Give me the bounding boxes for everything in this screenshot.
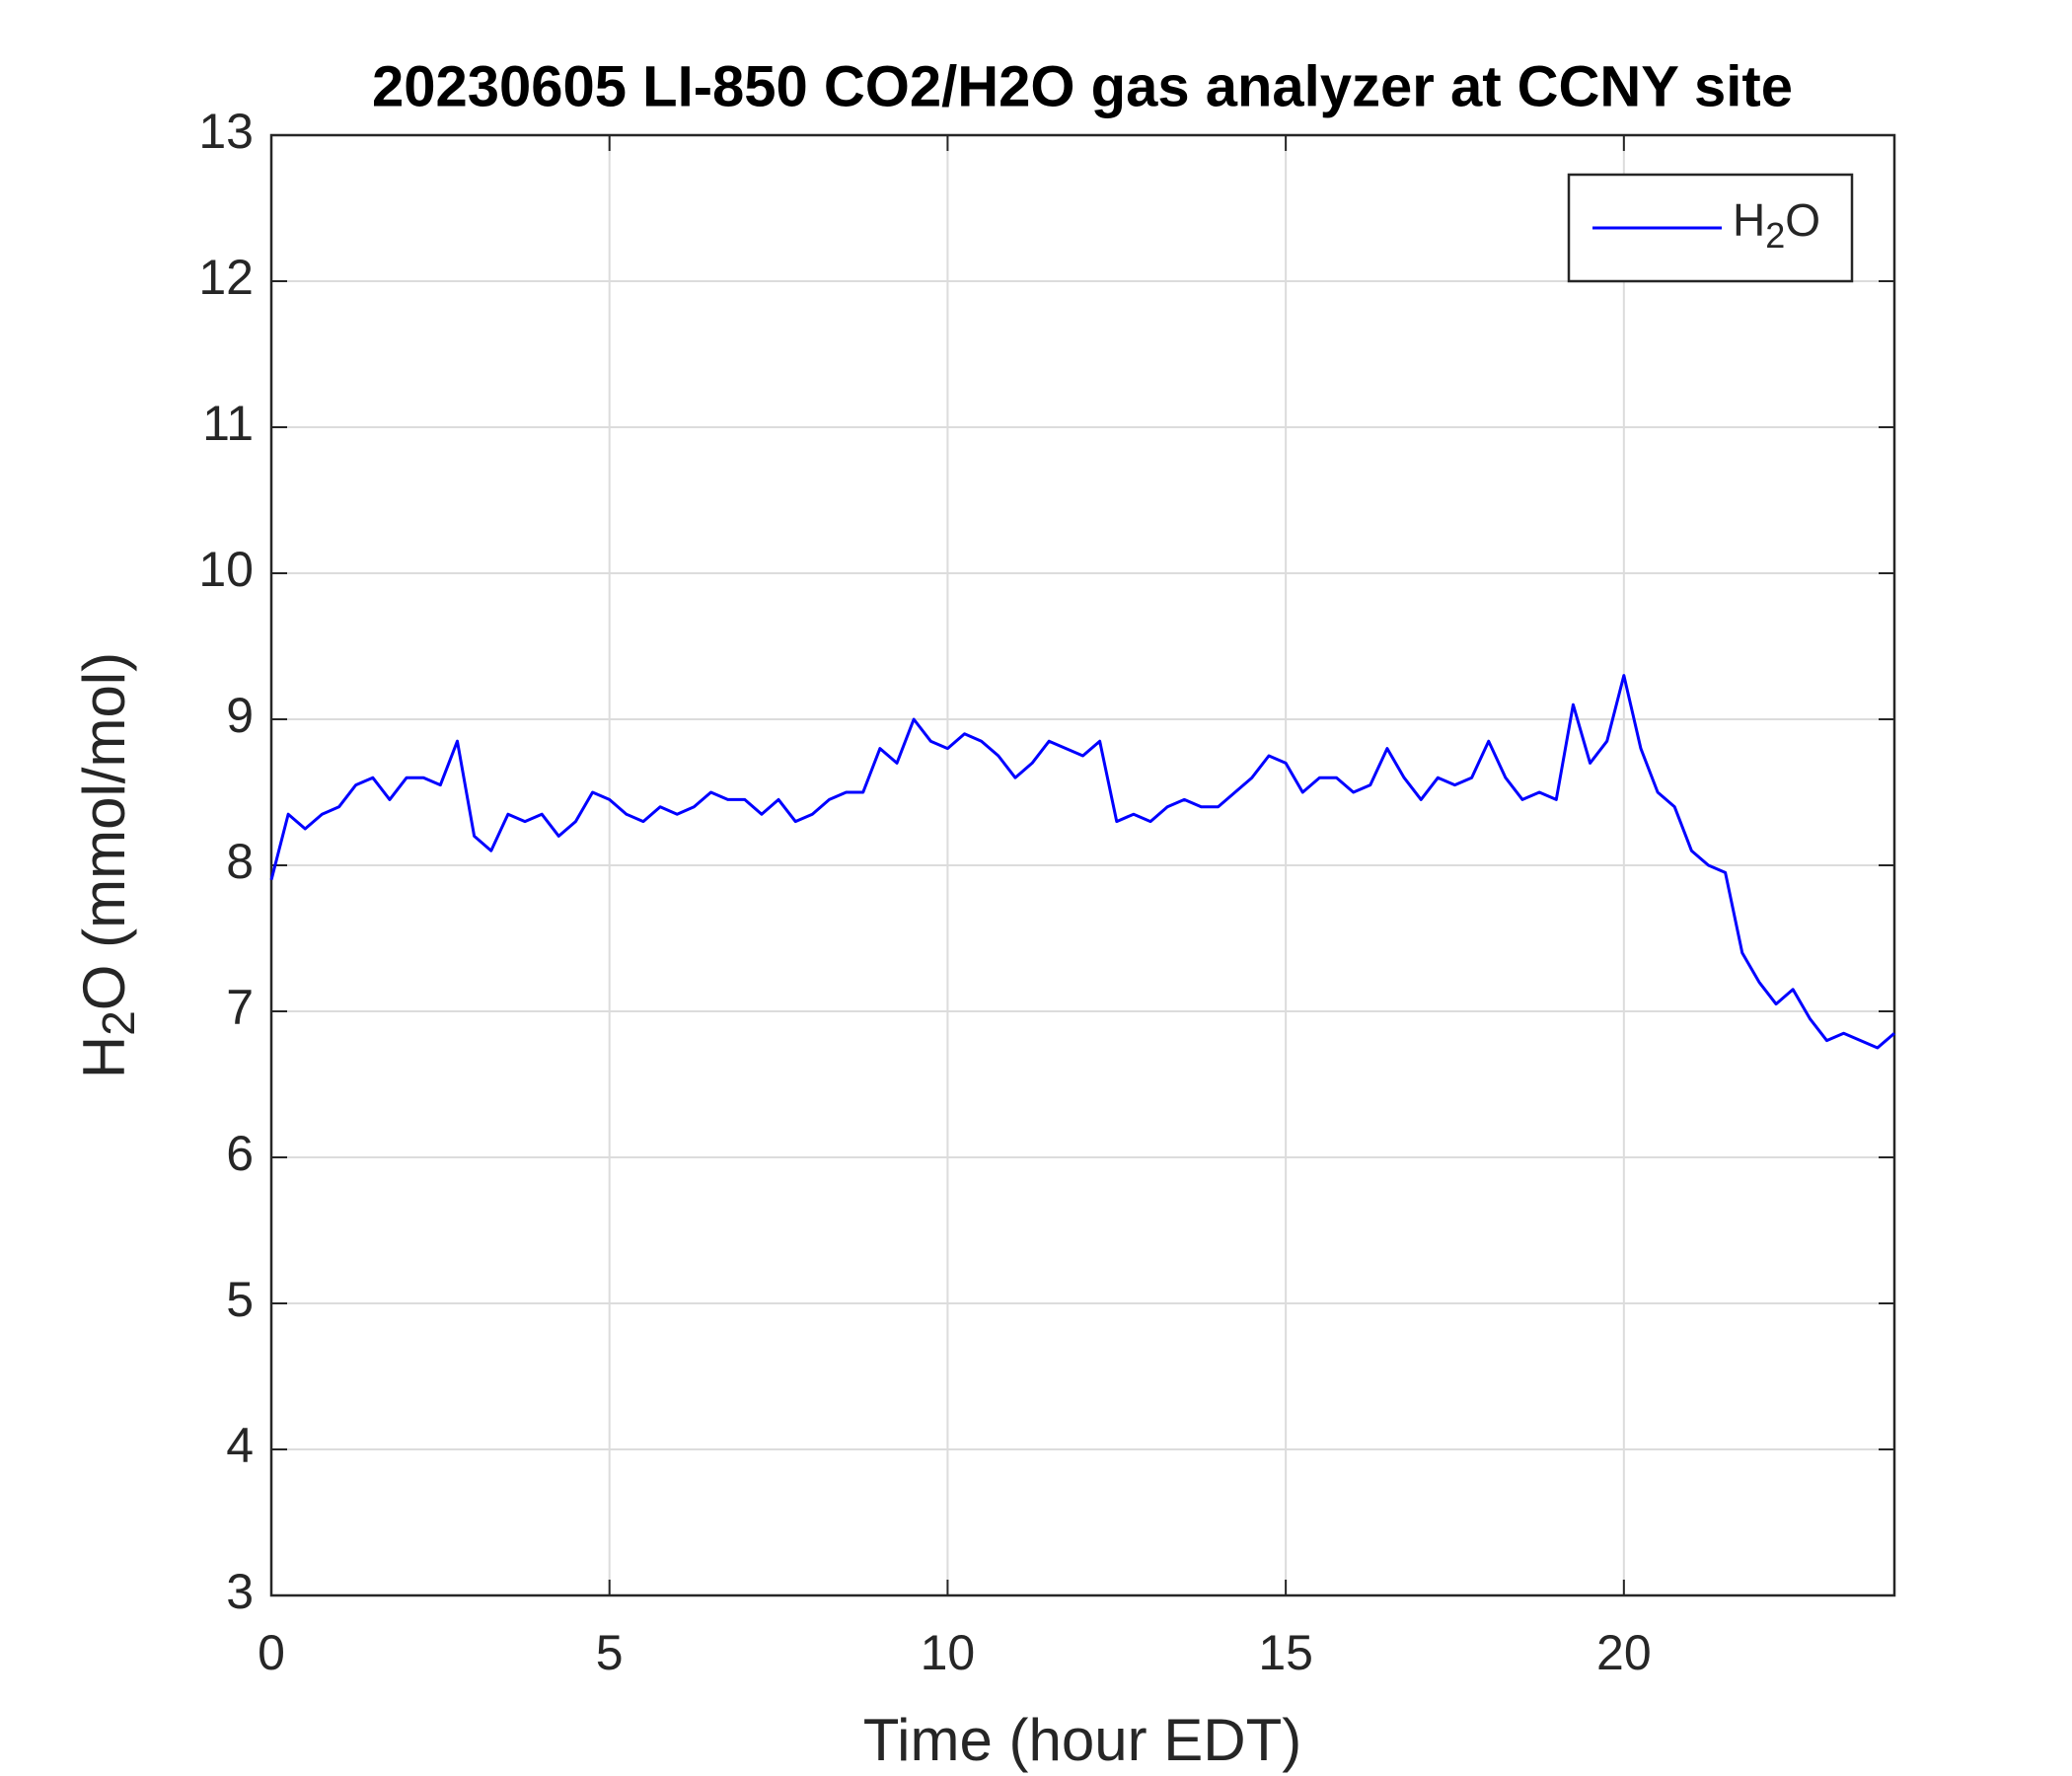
y-tick-label: 3 bbox=[226, 1564, 254, 1619]
x-tick-label: 20 bbox=[1596, 1625, 1652, 1680]
legend-label-part: O bbox=[1785, 194, 1820, 246]
x-tick-label: 10 bbox=[921, 1625, 976, 1680]
chart-title: 20230605 LI-850 CO2/H2O gas analyzer at … bbox=[372, 54, 1793, 118]
legend-label-part: H bbox=[1733, 194, 1765, 246]
y-tick-label: 12 bbox=[198, 250, 254, 305]
data-line bbox=[269, 674, 1895, 1050]
y-label-part: H bbox=[71, 1036, 137, 1078]
y-tick-label: 4 bbox=[226, 1418, 254, 1473]
legend-label: H2O bbox=[1733, 194, 1820, 255]
y-label-sub: 2 bbox=[93, 1010, 144, 1036]
y-tick-label: 7 bbox=[226, 980, 254, 1035]
plot-frame bbox=[269, 133, 1896, 1597]
x-axis-label: Time (hour EDT) bbox=[863, 1707, 1302, 1773]
y-tick-label: 13 bbox=[198, 104, 254, 159]
x-tick-label: 5 bbox=[596, 1625, 624, 1680]
y-tick-label: 11 bbox=[202, 396, 254, 451]
y-axis-label: H2O (mmol/mol) bbox=[71, 652, 144, 1078]
legend-label-part: 2 bbox=[1765, 215, 1785, 256]
x-tick-label: 15 bbox=[1258, 1625, 1313, 1680]
y-tick-label: 9 bbox=[226, 688, 254, 743]
y-tick-label: 8 bbox=[226, 834, 254, 889]
y-tick-label: 6 bbox=[226, 1126, 254, 1181]
y-tick-label: 5 bbox=[226, 1272, 254, 1327]
y-label-part: O (mmol/mol) bbox=[71, 652, 137, 1010]
y-tick-label: 10 bbox=[198, 542, 254, 597]
x-tick-label: 0 bbox=[258, 1625, 285, 1680]
